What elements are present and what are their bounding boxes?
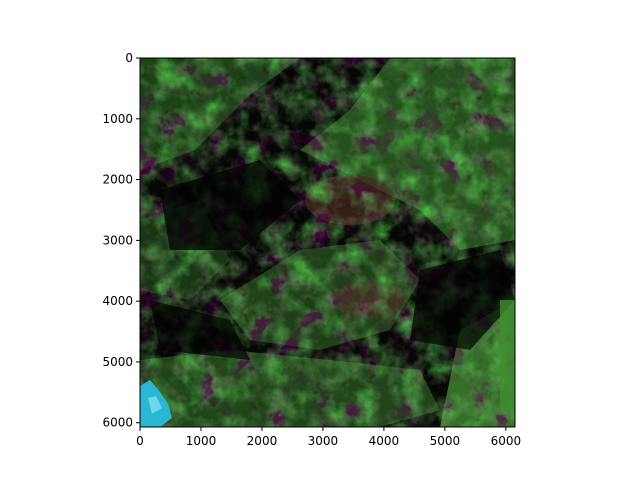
y-tick-label: 6000	[102, 416, 133, 430]
y-tick-label: 3000	[102, 233, 133, 247]
bright-vegetation-edge	[500, 300, 515, 410]
y-tick-label: 2000	[102, 173, 133, 187]
x-tick-label: 3000	[308, 434, 339, 448]
x-tick-label: 5000	[430, 434, 461, 448]
satellite-image	[140, 58, 515, 427]
y-tick-label: 0	[125, 51, 133, 65]
dark-region	[150, 300, 250, 360]
dark-region	[410, 250, 515, 350]
x-tick-label: 4000	[369, 434, 400, 448]
y-axis: 0 1000 2000 3000 4000 5000 6000	[102, 51, 140, 430]
y-tick-label: 4000	[102, 294, 133, 308]
axes-frame	[139, 57, 516, 428]
y-tick-label: 1000	[102, 112, 133, 126]
x-tick-label: 6000	[491, 434, 522, 448]
y-tick-label: 5000	[102, 355, 133, 369]
x-axis: 0 1000 2000 3000 4000 5000 6000	[136, 427, 521, 448]
x-tick-label: 2000	[247, 434, 278, 448]
dark-region	[160, 160, 300, 250]
x-tick-label: 0	[136, 434, 144, 448]
x-tick-label: 1000	[186, 434, 217, 448]
